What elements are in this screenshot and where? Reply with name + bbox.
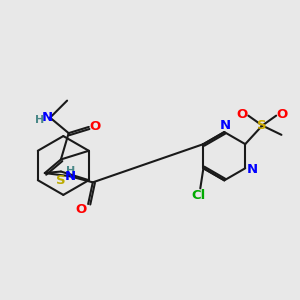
Text: O: O xyxy=(89,120,100,133)
Text: N: N xyxy=(42,111,53,124)
Text: H: H xyxy=(35,115,44,125)
Text: O: O xyxy=(236,108,248,121)
Text: Cl: Cl xyxy=(192,189,206,202)
Text: H: H xyxy=(66,166,75,176)
Text: S: S xyxy=(56,174,66,187)
Text: S: S xyxy=(257,119,267,132)
Text: O: O xyxy=(76,203,87,216)
Text: N: N xyxy=(64,170,76,183)
Text: N: N xyxy=(247,163,258,176)
Text: O: O xyxy=(277,108,288,121)
Text: N: N xyxy=(219,119,230,132)
